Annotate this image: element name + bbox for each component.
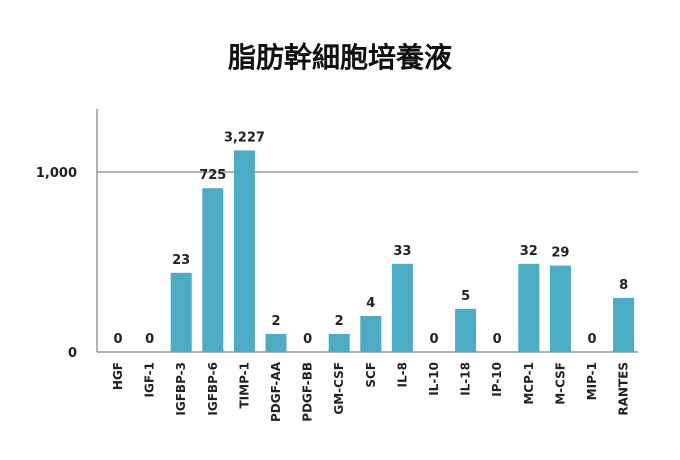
- category-label-il-10: IL-10: [427, 362, 441, 396]
- bar-rantes: [613, 298, 635, 352]
- y-tick-label-0: 0: [68, 346, 77, 361]
- data-labels: 0 0 23 725 3,227 2 0 2 4 33 0 5 0 32 29 0 8: [113, 130, 628, 347]
- bar-il-18: [455, 308, 477, 352]
- category-label-timp-1: TIMP-1: [237, 362, 251, 409]
- bar-pdgf-aa: [265, 334, 287, 352]
- data-label-igfbp-3: 23: [172, 253, 190, 268]
- data-label-gm-csf: 2: [335, 314, 344, 329]
- category-label-igf-1: IGF-1: [143, 362, 157, 397]
- category-label-gm-csf: GM-CSF: [332, 362, 346, 415]
- category-label-mcp-1: MCP-1: [522, 362, 536, 405]
- bars: [170, 150, 635, 352]
- data-label-hgf: 0: [113, 332, 122, 347]
- y-tick-labels: 0 1,000: [36, 166, 77, 361]
- data-label-ip-10: 0: [493, 332, 502, 347]
- category-label-rantes: RANTES: [617, 362, 631, 416]
- bar-m-csf: [549, 265, 571, 352]
- data-label-pdgf-aa: 2: [271, 314, 280, 329]
- data-label-il-8: 33: [393, 244, 411, 259]
- category-label-il-8: IL-8: [395, 362, 409, 387]
- data-label-igfbp-6: 725: [199, 168, 226, 183]
- category-label-mip-1: MIP-1: [585, 362, 599, 400]
- data-label-il-18: 5: [461, 289, 470, 304]
- data-label-mcp-1: 32: [520, 244, 538, 259]
- bar-scf: [360, 316, 382, 352]
- data-label-rantes: 8: [619, 278, 628, 293]
- data-label-il-10: 0: [429, 332, 438, 347]
- category-label-m-csf: M-CSF: [553, 362, 567, 405]
- bar-igfbp-6: [202, 188, 224, 352]
- category-label-pdgf-aa: PDGF-AA: [269, 361, 283, 422]
- category-label-pdgf-bb: PDGF-BB: [301, 362, 315, 422]
- bar-mcp-1: [518, 263, 540, 352]
- bar-il-8: [391, 263, 413, 352]
- category-label-igfbp-3: IGFBP-3: [174, 362, 188, 416]
- category-label-scf: SCF: [364, 362, 378, 388]
- data-label-m-csf: 29: [551, 246, 569, 261]
- data-label-scf: 4: [366, 296, 375, 311]
- chart-title: 脂肪幹細胞培養液: [228, 41, 452, 74]
- data-label-igf-1: 0: [145, 332, 154, 347]
- category-label-ip-10: IP-10: [490, 362, 504, 397]
- data-label-pdgf-bb: 0: [303, 332, 312, 347]
- data-label-timp-1: 3,227: [224, 130, 265, 145]
- category-label-igfbp-6: IGFBP-6: [206, 362, 220, 416]
- bar-igfbp-3: [170, 272, 192, 352]
- category-label-il-18: IL-18: [459, 362, 473, 396]
- category-labels: HGF IGF-1 IGFBP-3 IGFBP-6 TIMP-1 PDGF-AA PDGF-…: [111, 361, 631, 422]
- bar-gm-csf: [328, 334, 350, 352]
- category-label-hgf: HGF: [111, 362, 125, 390]
- bar-timp-1: [233, 150, 255, 352]
- y-tick-label-1: 1,000: [36, 166, 77, 181]
- data-label-mip-1: 0: [587, 332, 596, 347]
